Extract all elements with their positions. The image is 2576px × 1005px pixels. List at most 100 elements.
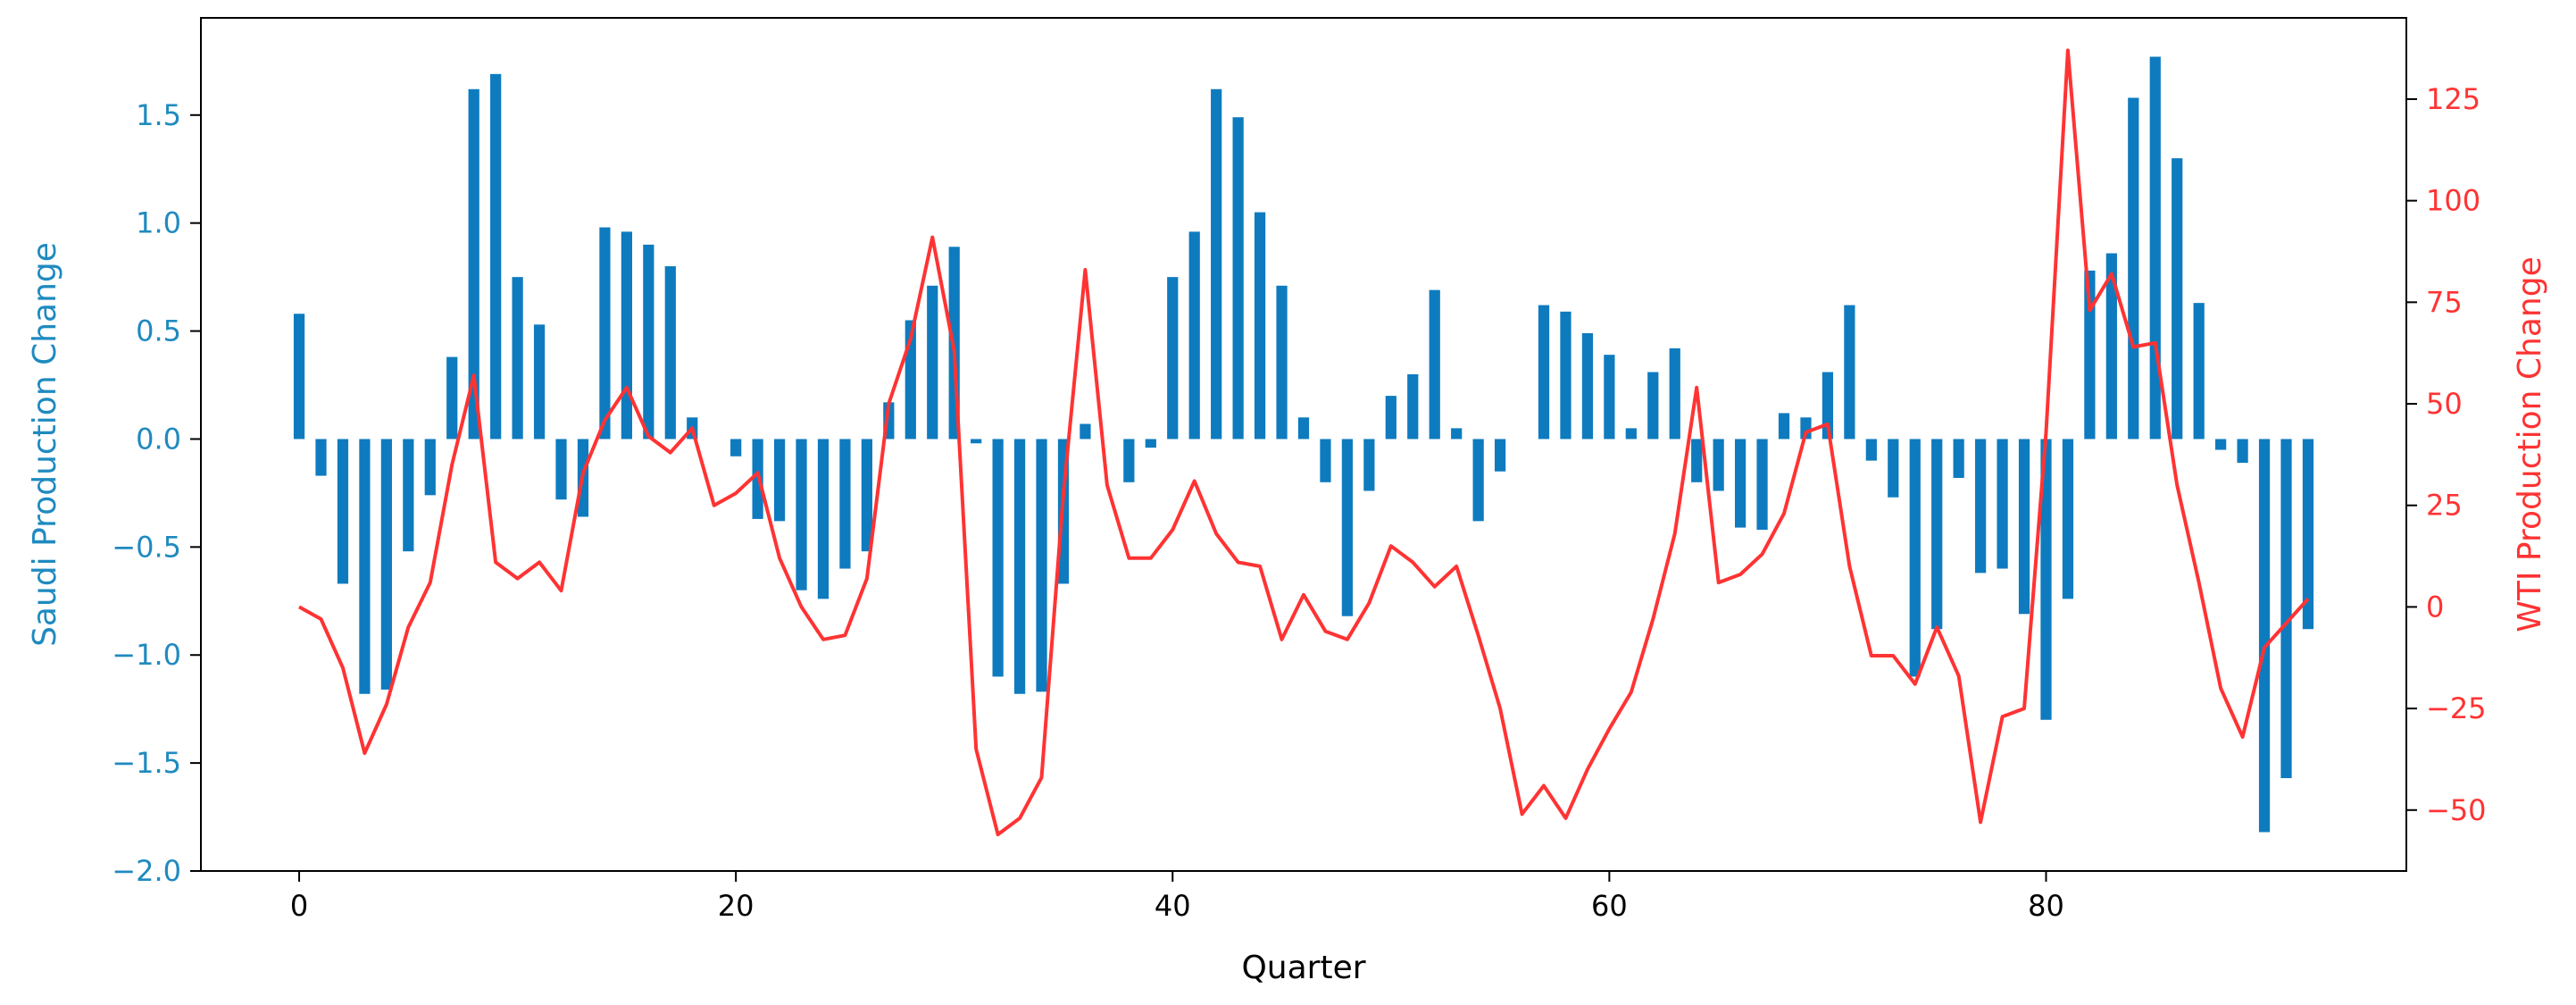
left-tick-label: 1.0 <box>136 206 181 240</box>
saudi-bar <box>1385 396 1396 440</box>
saudi-bar <box>1581 332 1594 440</box>
saudi-bar <box>1756 439 1768 530</box>
left-tick-label: 0.0 <box>136 422 181 456</box>
saudi-bar <box>1997 439 2008 569</box>
saudi-bar <box>1560 311 1571 440</box>
saudi-bar <box>315 439 327 476</box>
right-tick-label: 75 <box>2426 285 2463 319</box>
saudi-bar <box>1604 355 1615 440</box>
saudi-bar <box>2193 303 2205 440</box>
right-tick-label: 0 <box>2426 590 2444 624</box>
x-axis-title: Quarter <box>1241 950 1365 986</box>
saudi-bar <box>380 439 392 690</box>
saudi-bar <box>2237 439 2248 464</box>
saudi-bar <box>773 439 786 522</box>
saudi-bar <box>1909 439 1921 677</box>
left-tick-label: 0.5 <box>136 314 181 348</box>
right-tick-label: 25 <box>2426 489 2463 523</box>
right-tick-label: −50 <box>2426 793 2487 827</box>
saudi-bar <box>1080 423 1091 440</box>
saudi-bar <box>817 439 829 599</box>
saudi-bar <box>2018 439 2030 615</box>
x-axis-ticks: 0 20 40 60 80 <box>290 871 2064 923</box>
x-tick-label: 60 <box>1591 889 1628 923</box>
saudi-bar <box>1669 348 1680 440</box>
saudi-bar <box>424 439 436 496</box>
saudi-bar <box>1494 439 1506 472</box>
right-axis-ticks: −50 −25 0 25 50 75 100 125 <box>2406 82 2487 827</box>
saudi-bar <box>1734 439 1747 528</box>
saudi-bar <box>1931 439 1943 630</box>
saudi-bar <box>1211 88 1222 440</box>
saudi-bar <box>1647 372 1659 440</box>
wti-production-line <box>298 48 2310 837</box>
saudi-bar <box>1451 428 1463 440</box>
right-tick-label: 100 <box>2426 184 2480 218</box>
saudi-bar <box>446 356 458 440</box>
saudi-bar <box>2280 439 2292 779</box>
saudi-bar <box>1800 417 1812 440</box>
right-tick-label: 125 <box>2426 82 2480 116</box>
saudi-bar <box>293 314 305 440</box>
saudi-bar <box>1975 439 1987 574</box>
saudi-bar <box>1145 439 1156 448</box>
right-axis-title: WTI Production Change <box>2512 256 2548 632</box>
saudi-bar <box>1691 439 1703 482</box>
saudi-bar <box>403 439 414 552</box>
saudi-bar <box>2040 439 2052 720</box>
left-axis-ticks: −2.0 −1.5 −1.0 −0.5 0.0 0.5 1.0 1.5 <box>112 98 201 888</box>
saudi-bar <box>643 244 654 440</box>
plot-frame <box>200 17 2407 872</box>
saudi-bar <box>2302 439 2314 630</box>
saudi-bar <box>796 439 807 590</box>
saudi-bar <box>2128 97 2139 440</box>
saudi-bar <box>1013 439 1026 694</box>
saudi-bar <box>992 439 1004 677</box>
saudi-bar <box>1429 289 1440 440</box>
saudi-bar <box>2215 439 2227 450</box>
saudi-bar <box>359 439 371 694</box>
saudi-bar <box>839 439 851 569</box>
saudi-bar <box>1472 439 1484 522</box>
saudi-bar <box>1888 439 1899 498</box>
saudi-bar <box>1188 231 1200 440</box>
left-tick-label: −1.0 <box>112 638 181 672</box>
saudi-bar <box>512 277 523 440</box>
saudi-bar <box>730 439 742 456</box>
saudi-bar <box>468 88 479 440</box>
x-tick-label: 0 <box>290 889 308 923</box>
saudi-bar <box>1254 212 1266 440</box>
saudi-bar <box>1167 277 1179 440</box>
saudi-bar <box>1953 439 1964 478</box>
saudi-bar <box>664 266 676 440</box>
saudi-bar <box>2062 439 2074 599</box>
right-tick-label: −25 <box>2426 691 2487 725</box>
saudi-bar <box>2084 270 2096 440</box>
saudi-bar <box>2172 158 2183 440</box>
saudi-bar <box>1407 373 1419 440</box>
x-tick-label: 20 <box>718 889 754 923</box>
saudi-bar <box>1778 413 1790 440</box>
x-tick-label: 40 <box>1155 889 1191 923</box>
saudi-bar <box>2149 56 2161 440</box>
saudi-bar <box>1713 439 1724 491</box>
saudi-bar <box>861 439 873 552</box>
saudi-bar <box>1036 439 1047 692</box>
saudi-bar <box>1341 439 1354 616</box>
saudi-bar <box>1363 439 1375 491</box>
saudi-bar <box>1865 439 1877 461</box>
x-tick-label: 80 <box>2028 889 2064 923</box>
saudi-bar <box>1538 305 1550 440</box>
saudi-bar <box>1123 439 1135 482</box>
left-tick-label: 1.5 <box>136 98 181 132</box>
saudi-bar <box>337 439 349 584</box>
saudi-bar <box>1276 285 1288 440</box>
saudi-bar <box>1297 417 1310 440</box>
saudi-bar <box>927 285 938 440</box>
left-tick-label: −1.5 <box>112 746 181 780</box>
right-tick-label: 50 <box>2426 387 2463 421</box>
saudi-bar <box>2258 439 2271 833</box>
saudi-bar <box>621 231 632 440</box>
saudi-bar <box>2105 253 2117 440</box>
